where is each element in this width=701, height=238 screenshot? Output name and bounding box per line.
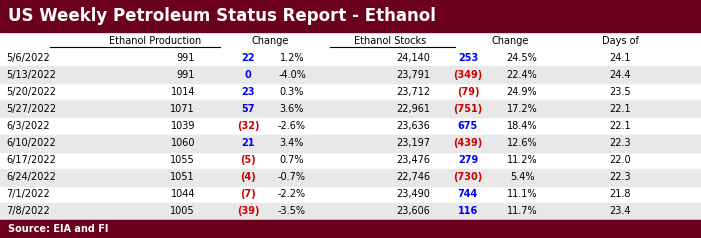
Text: -4.0%: -4.0% [278,70,306,80]
Text: 0.7%: 0.7% [280,155,304,165]
Text: (79): (79) [457,87,479,97]
Text: 3.6%: 3.6% [280,104,304,114]
Text: 11.2%: 11.2% [507,155,537,165]
Text: (751): (751) [454,104,482,114]
Text: 6/24/2022: 6/24/2022 [6,172,56,182]
Text: -0.7%: -0.7% [278,172,306,182]
Text: Change: Change [491,35,529,45]
Text: 17.2%: 17.2% [507,104,538,114]
Text: (4): (4) [240,172,256,182]
Text: 23,606: 23,606 [396,206,430,216]
Text: 5/20/2022: 5/20/2022 [6,87,56,97]
Text: 22: 22 [241,53,254,63]
Text: 744: 744 [458,189,478,199]
Text: Change: Change [252,35,289,45]
Text: 0: 0 [245,70,252,80]
Text: 5/13/2022: 5/13/2022 [6,70,56,80]
Text: 11.7%: 11.7% [507,206,537,216]
Text: 22.1: 22.1 [609,104,631,114]
Bar [0,169,701,186]
Text: 22.3: 22.3 [609,172,631,182]
Text: 23: 23 [241,87,254,97]
Bar [0,0,701,32]
Text: 1044: 1044 [170,189,195,199]
Text: 991: 991 [177,53,195,63]
Text: 253: 253 [458,53,478,63]
Text: 991: 991 [177,70,195,80]
Text: 5.4%: 5.4% [510,172,534,182]
Text: 1051: 1051 [170,172,195,182]
Text: -2.6%: -2.6% [278,121,306,131]
Text: 24.9%: 24.9% [507,87,537,97]
Text: 5/6/2022: 5/6/2022 [6,53,50,63]
Text: 6/17/2022: 6/17/2022 [6,155,56,165]
Text: 23.4: 23.4 [609,206,631,216]
Text: 21: 21 [241,138,254,148]
Bar [0,66,701,83]
Text: 1071: 1071 [170,104,195,114]
Bar [0,220,701,238]
Text: 22,746: 22,746 [396,172,430,182]
Text: 3.4%: 3.4% [280,138,304,148]
Text: Ethanol Production: Ethanol Production [109,35,201,45]
Text: 23,476: 23,476 [396,155,430,165]
Text: 7/8/2022: 7/8/2022 [6,206,50,216]
Text: Ethanol Stocks: Ethanol Stocks [354,35,426,45]
Text: 24.1: 24.1 [609,53,631,63]
Text: 23,490: 23,490 [396,189,430,199]
Text: 57: 57 [241,104,254,114]
Text: 0.3%: 0.3% [280,87,304,97]
Text: 21.8: 21.8 [609,189,631,199]
Text: 22.3: 22.3 [609,138,631,148]
Text: (439): (439) [454,138,482,148]
Text: 7/1/2022: 7/1/2022 [6,189,50,199]
Text: 24.5%: 24.5% [507,53,538,63]
Text: 22,961: 22,961 [396,104,430,114]
Text: 116: 116 [458,206,478,216]
Text: 1055: 1055 [170,155,195,165]
Text: Days of: Days of [601,35,639,45]
Text: 23,636: 23,636 [396,121,430,131]
Text: 22.0: 22.0 [609,155,631,165]
Text: (7): (7) [240,189,256,199]
Text: 1039: 1039 [170,121,195,131]
Text: Source: EIA and FI: Source: EIA and FI [8,224,109,234]
Text: 1.2%: 1.2% [280,53,304,63]
Text: 24.4: 24.4 [609,70,631,80]
Text: (5): (5) [240,155,256,165]
Text: 675: 675 [458,121,478,131]
Bar [0,203,701,220]
Text: US Weekly Petroleum Status Report - Ethanol: US Weekly Petroleum Status Report - Etha… [8,7,436,25]
Text: (32): (32) [237,121,259,131]
Text: 1060: 1060 [170,138,195,148]
Text: 6/10/2022: 6/10/2022 [6,138,56,148]
Text: 279: 279 [458,155,478,165]
Text: 23,197: 23,197 [396,138,430,148]
Text: 23.5: 23.5 [609,87,631,97]
Text: 1014: 1014 [170,87,195,97]
Bar [0,100,701,118]
Text: 5/27/2022: 5/27/2022 [6,104,56,114]
Text: (349): (349) [454,70,482,80]
Text: (39): (39) [237,206,259,216]
Text: 18.4%: 18.4% [507,121,537,131]
Bar [0,134,701,152]
Text: 22.4%: 22.4% [507,70,538,80]
Text: 1005: 1005 [170,206,195,216]
Text: 6/3/2022: 6/3/2022 [6,121,50,131]
Text: 22.1: 22.1 [609,121,631,131]
Text: (730): (730) [454,172,482,182]
Text: 24,140: 24,140 [396,53,430,63]
Text: 23,712: 23,712 [396,87,430,97]
Text: 23,791: 23,791 [396,70,430,80]
Text: 12.6%: 12.6% [507,138,537,148]
Text: -3.5%: -3.5% [278,206,306,216]
Text: 11.1%: 11.1% [507,189,537,199]
Text: -2.2%: -2.2% [278,189,306,199]
